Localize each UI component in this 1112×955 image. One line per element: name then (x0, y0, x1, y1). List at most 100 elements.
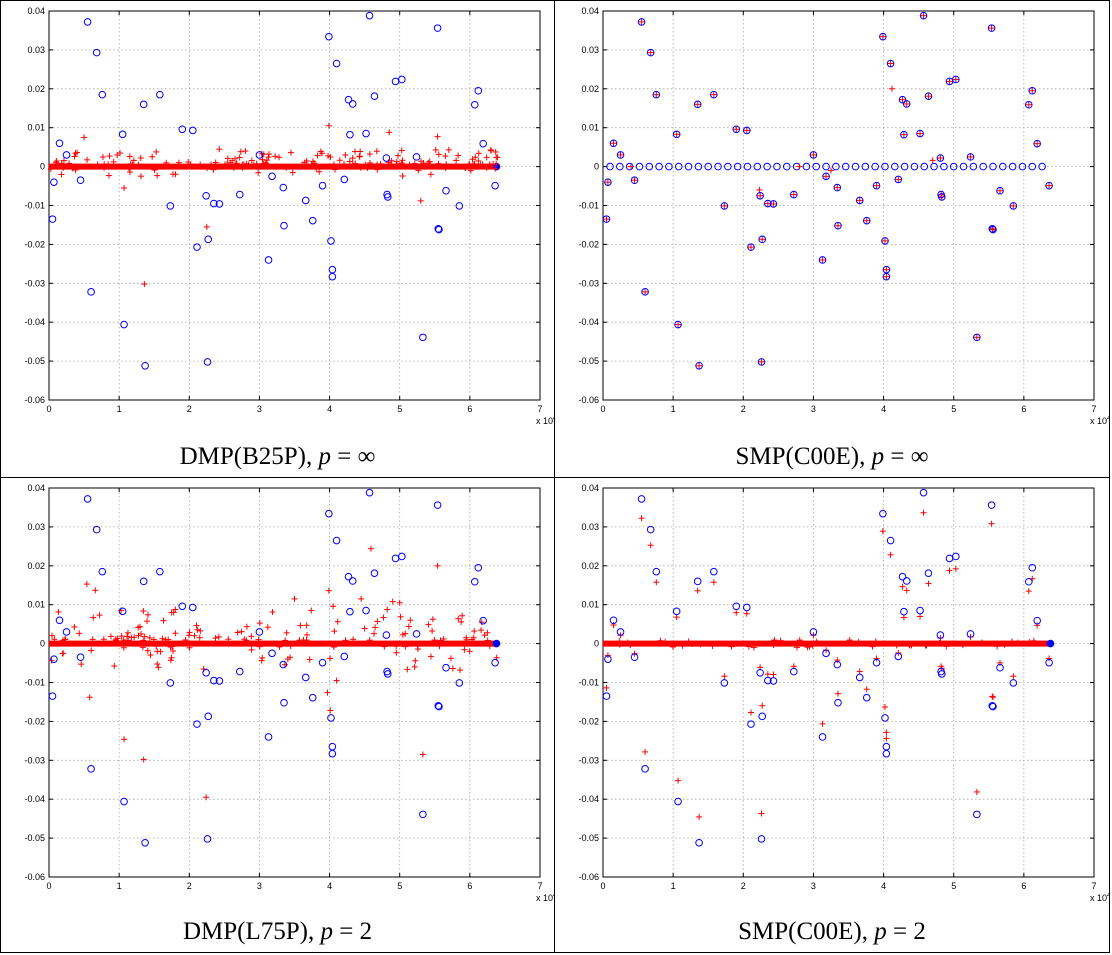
scatter-plot-1: 0 1 2 3 4 5 6 7 0.04 0.03 0.02 0.01 0 -0.01 -0.02 -0.03… (24, 6, 554, 426)
plus-marker (236, 154, 243, 161)
y-tick-label: 0.03 (27, 522, 45, 532)
data-circle (188, 126, 197, 135)
data-circle (433, 501, 442, 509)
x-tick-label: 2 (741, 404, 746, 414)
plus-marker (160, 617, 167, 624)
plus-marker (327, 707, 334, 714)
plus-marker (642, 748, 649, 755)
plus-marker (710, 579, 717, 586)
plus-marker (399, 157, 406, 164)
plus-marker (170, 609, 177, 616)
caption-p-value: 2 (359, 918, 373, 945)
zero-circle (940, 162, 948, 171)
x-tick-label: 1 (117, 404, 122, 414)
y-tick-label: -0.02 (24, 716, 45, 726)
plus-marker (453, 157, 460, 164)
data-circle (973, 333, 981, 342)
data-circle (383, 193, 392, 201)
data-circle (141, 361, 149, 370)
plus-marker (721, 202, 728, 209)
plus-marker (653, 579, 660, 586)
plus-marker (917, 130, 924, 137)
plus-marker (881, 704, 888, 711)
plus-marker (419, 751, 426, 758)
plus-marker (243, 637, 250, 644)
plus-marker (486, 161, 493, 168)
data-circle (879, 32, 887, 41)
plus-marker (283, 629, 290, 636)
caption-p: p (318, 443, 331, 470)
plus-marker (689, 641, 696, 648)
data-circle (92, 525, 101, 534)
plus-marker (777, 637, 784, 644)
plus-marker (603, 684, 610, 691)
plus-marker (888, 85, 895, 92)
plus-marker (755, 640, 762, 647)
plus-marker (396, 599, 403, 606)
y-tick-label: -0.03 (578, 278, 599, 288)
plus-marker (308, 161, 315, 168)
plus-marker (447, 655, 454, 662)
zero-circle (841, 162, 850, 171)
plus-marker (352, 148, 359, 155)
plus-marker (844, 639, 851, 646)
data-circle (328, 749, 337, 758)
plus-marker (187, 161, 194, 168)
data-circle (747, 720, 755, 728)
y-tick-label: 0.01 (581, 600, 599, 610)
plus-marker (352, 160, 359, 167)
y-tick-label: 0.04 (27, 483, 45, 493)
plus-marker (374, 166, 381, 173)
x-tick-label: 0 (600, 881, 605, 891)
x-tick-label: 0 (46, 881, 51, 891)
data-circle (268, 649, 276, 658)
plus-marker (374, 161, 381, 168)
zero-circle (753, 162, 762, 171)
data-circle (630, 176, 639, 185)
data-circle (118, 130, 127, 139)
x-tick-label: 5 (397, 881, 402, 891)
caption-p: p (871, 443, 885, 470)
data-circle (809, 151, 818, 159)
data-circle (435, 225, 443, 234)
data-circle (166, 679, 175, 687)
plus-marker (394, 152, 401, 159)
data-circle (48, 215, 57, 223)
plus-marker (48, 632, 55, 639)
zero-end-circle (1046, 639, 1055, 648)
plus-marker (925, 93, 932, 100)
plus-marker (437, 637, 444, 644)
plus-marker (212, 161, 219, 168)
plus-marker (411, 663, 418, 670)
plus-marker (488, 147, 495, 154)
plus-marker (810, 151, 817, 158)
data-circle (862, 216, 871, 225)
y-tick-label: 0.04 (581, 483, 599, 493)
data-circle (62, 151, 71, 159)
data-circle (419, 333, 427, 342)
plus-marker (455, 615, 462, 622)
data-circle (879, 509, 887, 518)
data-circle (822, 172, 830, 181)
plus-marker (710, 91, 717, 98)
data-circle (902, 577, 911, 585)
data-circle (325, 509, 333, 518)
plus-marker (709, 643, 716, 650)
plus-marker (283, 164, 290, 171)
y-tick-label: -0.02 (578, 716, 599, 726)
plus-marker (232, 161, 239, 168)
plus-marker (407, 617, 414, 624)
plus-marker (105, 172, 112, 179)
plus-marker (155, 664, 162, 671)
plus-marker (135, 161, 142, 168)
zero-circle (606, 162, 614, 171)
y-tick-label: -0.06 (578, 395, 599, 405)
zero-circle (1028, 162, 1037, 171)
plus-marker (357, 164, 364, 171)
plus-marker (856, 197, 863, 204)
data-circle (996, 663, 1004, 672)
plus-marker (899, 583, 906, 590)
plus-marker (242, 148, 249, 155)
data-circle (50, 178, 58, 186)
